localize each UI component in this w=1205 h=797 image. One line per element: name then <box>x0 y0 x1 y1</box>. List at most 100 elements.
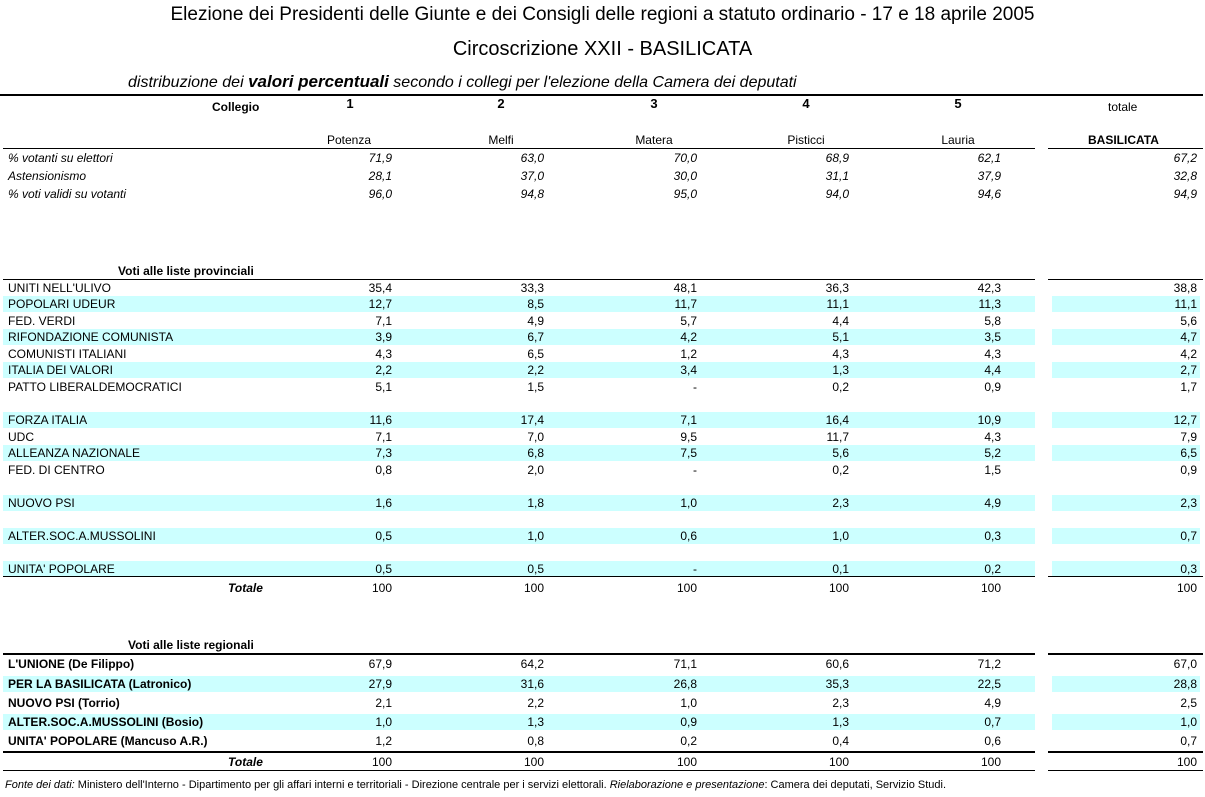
stat-value: 37,9 <box>977 169 1001 183</box>
provincial-list-value: 33,3 <box>520 281 544 295</box>
provincial-list-value: 9,5 <box>680 430 697 444</box>
stat-total: 67,2 <box>1173 151 1197 165</box>
row-band <box>3 412 1035 428</box>
row-band <box>3 528 1035 544</box>
stat-value: 31,1 <box>825 169 849 183</box>
regional-list-value: 1,0 <box>375 715 392 729</box>
stat-value: 63,0 <box>520 151 544 165</box>
regional-list-row: ALTER.SOC.A.MUSSOLINI (Bosio) 1,0 1,3 0,9 1,… <box>0 714 1205 730</box>
row-band <box>3 445 1035 461</box>
provincial-list-value: - <box>693 562 697 576</box>
provincial-list-label: RIFONDAZIONE COMUNISTA <box>8 330 174 344</box>
provincial-list-value: 3,5 <box>984 330 1001 344</box>
provincial-list-label: ALLEANZA NAZIONALE <box>8 446 141 460</box>
provincial-list-label: FED. DI CENTRO <box>8 463 105 477</box>
provincial-list-total: 4,7 <box>1180 330 1197 344</box>
subtitle-post: secondo i collegi per l'elezione della C… <box>388 74 797 91</box>
provincial-section-label: Voti alle liste provinciali <box>118 264 254 278</box>
regional-totale-value: 100 <box>371 755 392 769</box>
provincial-list-total: 7,9 <box>1180 430 1197 444</box>
regional-list-value: 2,1 <box>375 696 392 710</box>
row-band-total <box>1052 495 1200 511</box>
collegio-number-2: 2 <box>497 96 505 111</box>
header-rule-left <box>3 148 1035 149</box>
provincial-list-value: 6,8 <box>527 446 544 460</box>
regional-list-label: L'UNIONE (De Filippo) <box>8 657 135 671</box>
provincial-list-total: 0,3 <box>1180 562 1197 576</box>
regional-list-label: UNITA' POPOLARE (Mancuso A.R.) <box>8 734 208 748</box>
provincial-list-value: 1,2 <box>680 347 697 361</box>
stat-row: Astensionismo 28,1 37,0 30,0 31,1 37,9 3… <box>0 168 1205 184</box>
stat-row: % voti validi su votanti 96,0 94,8 95,0 … <box>0 186 1205 202</box>
regional-list-value: 71,2 <box>977 657 1001 671</box>
provincial-list-value: 1,6 <box>375 496 392 510</box>
provincial-list-value: 2,3 <box>832 496 849 510</box>
provincial-list-value: 4,9 <box>527 314 544 328</box>
regional-totale-value: 100 <box>980 755 1001 769</box>
regional-list-value: 26,8 <box>673 677 697 691</box>
provincial-totale-value: 100 <box>523 581 544 595</box>
provincial-list-total: 6,5 <box>1180 446 1197 460</box>
provincial-list-value: 1,0 <box>680 496 697 510</box>
regional-bottom-rule-right <box>1048 751 1203 753</box>
stat-value: 94,0 <box>825 187 849 201</box>
row-band-total <box>1052 714 1200 730</box>
provincial-totale-value: 100 <box>676 581 697 595</box>
row-band-total <box>1052 329 1200 345</box>
regional-list-value: 0,6 <box>984 734 1001 748</box>
regional-list-value: 0,4 <box>832 734 849 748</box>
collegio-name-3: Matera <box>635 133 673 147</box>
provincial-rule-left <box>3 279 1035 280</box>
provincial-list-row: FORZA ITALIA 11,6 17,4 7,1 16,4 10,9 12,7 <box>0 412 1205 428</box>
stat-row: % votanti su elettori 71,9 63,0 70,0 68,… <box>0 150 1205 166</box>
provincial-list-row: FED. DI CENTRO 0,8 2,0 - 0,2 1,5 0,9 <box>0 462 1205 478</box>
provincial-list-value: 7,1 <box>375 314 392 328</box>
provincial-list-label: PATTO LIBERALDEMOCRATICI <box>8 380 182 394</box>
regional-rule-right <box>1048 653 1203 655</box>
provincial-list-value: 6,5 <box>527 347 544 361</box>
regional-end-rule-right <box>1048 770 1203 771</box>
provincial-totale-value: 100 <box>371 581 392 595</box>
regional-bottom-rule-left <box>3 751 1035 753</box>
provincial-list-value: 5,1 <box>832 330 849 344</box>
provincial-list-value: 3,4 <box>680 363 697 377</box>
provincial-list-row: POPOLARI UDEUR 12,7 8,5 11,7 11,1 11,3 11,1 <box>0 296 1205 312</box>
regional-list-value: 22,5 <box>977 677 1001 691</box>
regional-list-value: 64,2 <box>520 657 544 671</box>
provincial-list-total: 5,6 <box>1180 314 1197 328</box>
provincial-list-value: 5,2 <box>984 446 1001 460</box>
provincial-list-value: 11,1 <box>826 297 849 311</box>
provincial-list-label: ALTER.SOC.A.MUSSOLINI <box>8 529 156 543</box>
row-band-total <box>1052 445 1200 461</box>
stat-value: 94,8 <box>520 187 544 201</box>
provincial-list-value: 1,5 <box>984 463 1001 477</box>
provincial-list-value: 0,2 <box>832 380 849 394</box>
circoscrizione-title: Circoscrizione XXII - BASILICATA <box>452 38 753 60</box>
provincial-list-row: COMUNISTI ITALIANI 4,3 6,5 1,2 4,3 4,3 4,2 <box>0 346 1205 362</box>
provincial-list-row: ITALIA DEI VALORI 2,2 2,2 3,4 1,3 4,4 2,7 <box>0 362 1205 378</box>
regional-totale-row: Totale 100 100 100 100 100 100 <box>0 754 1205 770</box>
regional-list-value: 4,9 <box>984 696 1001 710</box>
stat-value: 30,0 <box>673 169 697 183</box>
provincial-list-value: 12,7 <box>368 297 392 311</box>
row-band <box>3 676 1035 692</box>
provincial-list-value: 8,5 <box>527 297 544 311</box>
regional-totale-total: 100 <box>1176 755 1197 769</box>
regional-list-value: 0,2 <box>680 734 697 748</box>
provincial-list-label: COMUNISTI ITALIANI <box>8 347 127 361</box>
row-band <box>3 329 1035 345</box>
regional-list-row: PER LA BASILICATA (Latronico) 27,9 31,6 26,… <box>0 676 1205 692</box>
regional-list-total: 1,0 <box>1180 715 1197 729</box>
stat-total: 94,9 <box>1173 187 1197 201</box>
provincial-list-value: 4,3 <box>832 347 849 361</box>
regional-list-value: 27,9 <box>368 677 392 691</box>
regional-list-value: 60,6 <box>825 657 849 671</box>
regional-list-value: 0,8 <box>527 734 544 748</box>
provincial-totale-row: Totale 100 100 100 100 100 100 <box>0 580 1205 596</box>
collegio-number-4: 4 <box>802 96 810 111</box>
page-subtitle: distribuzione dei valori percentuali sec… <box>128 72 797 92</box>
provincial-list-row: RIFONDAZIONE COMUNISTA 3,9 6,7 4,2 5,1 3,5 4,7 <box>0 329 1205 345</box>
header-top-rule <box>0 94 1203 96</box>
provincial-list-row: UDC 7,1 7,0 9,5 11,7 4,3 7,9 <box>0 429 1205 445</box>
provincial-list-value: 35,4 <box>368 281 392 295</box>
